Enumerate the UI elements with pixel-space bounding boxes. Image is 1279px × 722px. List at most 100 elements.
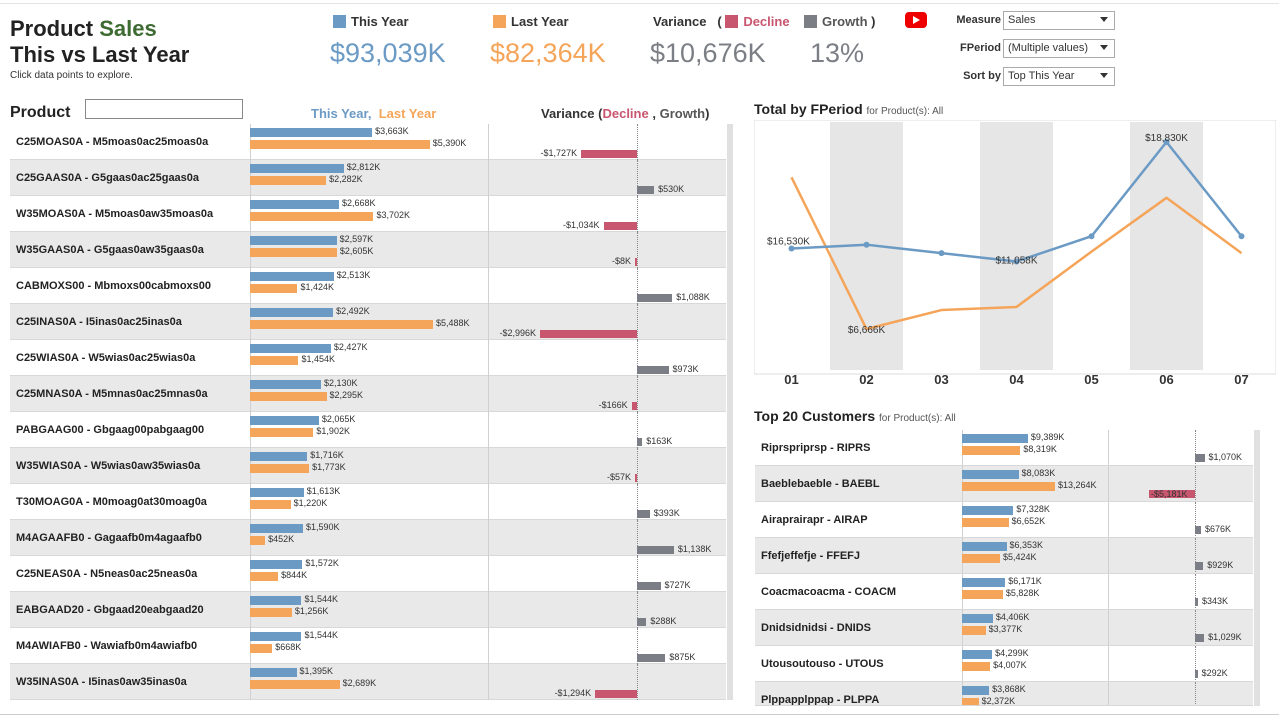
growth-bar[interactable] bbox=[1195, 526, 1201, 534]
decline-bar[interactable] bbox=[631, 402, 637, 410]
product-name[interactable]: C25MNAS0A - M5mnas0ac25mnas0a bbox=[16, 388, 208, 400]
decline-bar[interactable] bbox=[1149, 490, 1195, 498]
growth-bar[interactable] bbox=[637, 438, 643, 446]
this-year-bar[interactable] bbox=[250, 128, 373, 137]
table-row[interactable]: Airaprairapr - AIRAP $7,328K $6,652K $676K bbox=[755, 502, 1253, 538]
product-name[interactable]: W35GAAS0A - G5gaas0aw35gaas0a bbox=[16, 244, 204, 256]
table-row[interactable]: Utousoutouso - UTOUS $4,299K $4,007K $292K bbox=[755, 646, 1253, 682]
table-row[interactable]: C25WIAS0A - W5wias0ac25wias0a $2,427K $1,4… bbox=[10, 340, 726, 376]
table-row[interactable]: W35WIAS0A - W5wias0aw35wias0a $1,716K $1,7… bbox=[10, 448, 726, 484]
table-row[interactable]: Ffefjeffefje - FFEFJ $6,353K $5,424K $929K bbox=[755, 538, 1253, 574]
this-year-bar[interactable] bbox=[962, 686, 990, 695]
product-name[interactable]: W35MOAS0A - M5moas0aw35moas0a bbox=[16, 208, 214, 220]
this-year-bar[interactable] bbox=[962, 614, 993, 623]
growth-bar[interactable] bbox=[637, 186, 655, 194]
growth-bar[interactable] bbox=[637, 546, 674, 554]
product-name[interactable]: C25INAS0A - I5inas0ac25inas0a bbox=[16, 316, 182, 328]
this-year-bar[interactable] bbox=[250, 344, 331, 353]
growth-bar[interactable] bbox=[1195, 454, 1205, 462]
this-year-bar[interactable] bbox=[250, 668, 297, 677]
product-name[interactable]: T30MOAG0A - M0moag0at30moag0a bbox=[16, 496, 207, 508]
this-year-point[interactable] bbox=[863, 241, 870, 248]
product-search-input[interactable] bbox=[85, 99, 243, 119]
last-year-bar[interactable] bbox=[962, 446, 1021, 455]
decline-legend[interactable]: Decline bbox=[743, 14, 790, 29]
last-year-bar[interactable] bbox=[962, 626, 986, 635]
this-year-bar[interactable] bbox=[962, 578, 1006, 587]
table-row[interactable]: M4AWIAFB0 - Wawiafb0m4awiafb0 $1,544K $668… bbox=[10, 628, 726, 664]
this-year-point[interactable] bbox=[1163, 138, 1170, 145]
decline-bar[interactable] bbox=[595, 690, 637, 698]
measure-dropdown[interactable]: Sales bbox=[1003, 11, 1115, 30]
product-scrollbar[interactable] bbox=[727, 124, 733, 700]
kpi-last-year-legend[interactable]: Last Year bbox=[493, 14, 569, 29]
last-year-bar[interactable] bbox=[962, 554, 1001, 563]
customer-name[interactable]: Ffefjeffefje - FFEFJ bbox=[761, 550, 861, 562]
table-row[interactable]: C25MOAS0A - M5moas0ac25moas0a $3,663K $5,3… bbox=[10, 124, 726, 160]
product-name[interactable]: C25NEAS0A - N5neas0ac25neas0a bbox=[16, 568, 198, 580]
table-row[interactable]: C25MNAS0A - M5mnas0ac25mnas0a $2,130K $2,2… bbox=[10, 376, 726, 412]
this-year-point[interactable] bbox=[1088, 233, 1095, 240]
this-year-bar[interactable] bbox=[962, 470, 1019, 479]
this-year-bar[interactable] bbox=[962, 650, 993, 659]
customer-name[interactable]: Dnidsidnidsi - DNIDS bbox=[761, 622, 871, 634]
product-name[interactable]: PABGAAG00 - Gbgaag00pabgaag00 bbox=[16, 424, 205, 436]
decline-bar[interactable] bbox=[635, 258, 637, 266]
product-name[interactable]: CABMOXS00 - Mbmoxs00cabmoxs00 bbox=[16, 280, 212, 292]
growth-bar[interactable] bbox=[1195, 634, 1205, 642]
this-year-point[interactable] bbox=[1238, 233, 1245, 240]
last-year-bar[interactable] bbox=[250, 320, 433, 329]
product-name[interactable]: C25WIAS0A - W5wias0ac25wias0a bbox=[16, 352, 196, 364]
last-year-bar[interactable] bbox=[250, 248, 337, 257]
table-row[interactable]: M4AGAAFB0 - Gagaafb0m4agaafb0 $1,590K $452… bbox=[10, 520, 726, 556]
last-year-bar[interactable] bbox=[250, 464, 310, 473]
growth-bar[interactable] bbox=[1195, 670, 1198, 678]
period-line-chart[interactable]: 01 02 03 04 05 06 07 $16,530K $6,666K $11,058K $18… bbox=[754, 120, 1276, 392]
customer-name[interactable]: Baeblebaeble - BAEBL bbox=[761, 478, 880, 490]
last-year-bar[interactable] bbox=[250, 356, 299, 365]
decline-bar[interactable] bbox=[635, 474, 637, 482]
last-year-bar[interactable] bbox=[962, 698, 979, 705]
product-name[interactable]: C25GAAS0A - G5gaas0ac25gaas0a bbox=[16, 172, 200, 184]
this-year-bar[interactable] bbox=[250, 164, 344, 173]
table-row[interactable]: CABMOXS00 - Mbmoxs00cabmoxs00 $2,513K $1,4… bbox=[10, 268, 726, 304]
product-name[interactable]: W35INAS0A - I5inas0aw35inas0a bbox=[16, 676, 187, 688]
table-row[interactable]: Dnidsidnidsi - DNIDS $4,406K $3,377K $1,029… bbox=[755, 610, 1253, 646]
growth-bar[interactable] bbox=[637, 582, 661, 590]
this-year-bar[interactable] bbox=[250, 200, 339, 209]
growth-bar[interactable] bbox=[637, 654, 666, 662]
table-row[interactable]: C25NEAS0A - N5neas0ac25neas0a $1,572K $844… bbox=[10, 556, 726, 592]
this-year-bar[interactable] bbox=[250, 524, 304, 533]
customer-name[interactable]: Airaprairapr - AIRAP bbox=[761, 514, 868, 526]
this-year-bar[interactable] bbox=[962, 434, 1028, 443]
last-year-bar[interactable] bbox=[250, 644, 273, 653]
last-year-bar[interactable] bbox=[962, 590, 1003, 599]
decline-bar[interactable] bbox=[603, 222, 637, 230]
table-row[interactable]: Plppapplppap - PLPPA $3,868K $2,372K bbox=[755, 682, 1253, 706]
product-name[interactable]: M4AWIAFB0 - Wawiafb0m4awiafb0 bbox=[16, 640, 198, 652]
table-row[interactable]: EABGAAD20 - Gbgaad20eabgaad20 $1,544K $1,2… bbox=[10, 592, 726, 628]
this-year-bar[interactable] bbox=[250, 272, 334, 281]
table-row[interactable]: W35INAS0A - I5inas0aw35inas0a $1,395K $2,6… bbox=[10, 664, 726, 700]
kpi-this-year-legend[interactable]: This Year bbox=[333, 14, 409, 29]
last-year-bar[interactable] bbox=[250, 500, 291, 509]
last-year-bar[interactable] bbox=[250, 680, 340, 689]
customer-name[interactable]: Plppapplppap - PLPPA bbox=[761, 694, 880, 706]
last-year-line[interactable] bbox=[790, 176, 1243, 331]
last-year-bar[interactable] bbox=[250, 212, 374, 221]
this-year-bar[interactable] bbox=[250, 416, 319, 425]
last-year-bar[interactable] bbox=[962, 482, 1055, 491]
this-year-point[interactable] bbox=[938, 250, 945, 257]
product-name[interactable]: C25MOAS0A - M5moas0ac25moas0a bbox=[16, 136, 209, 148]
this-year-bar[interactable] bbox=[250, 380, 322, 389]
customer-scrollbar[interactable] bbox=[1254, 430, 1260, 706]
decline-bar[interactable] bbox=[540, 330, 637, 338]
last-year-bar[interactable] bbox=[250, 608, 292, 617]
table-row[interactable]: Riprspriprsp - RIPRS $9,389K $8,319K $1,070… bbox=[755, 430, 1253, 466]
growth-legend[interactable]: Growth bbox=[822, 14, 868, 29]
this-year-bar[interactable] bbox=[250, 452, 308, 461]
this-year-bar[interactable] bbox=[250, 308, 334, 317]
this-year-bar[interactable] bbox=[250, 236, 337, 245]
last-year-bar[interactable] bbox=[250, 536, 266, 545]
growth-bar[interactable] bbox=[637, 510, 650, 518]
